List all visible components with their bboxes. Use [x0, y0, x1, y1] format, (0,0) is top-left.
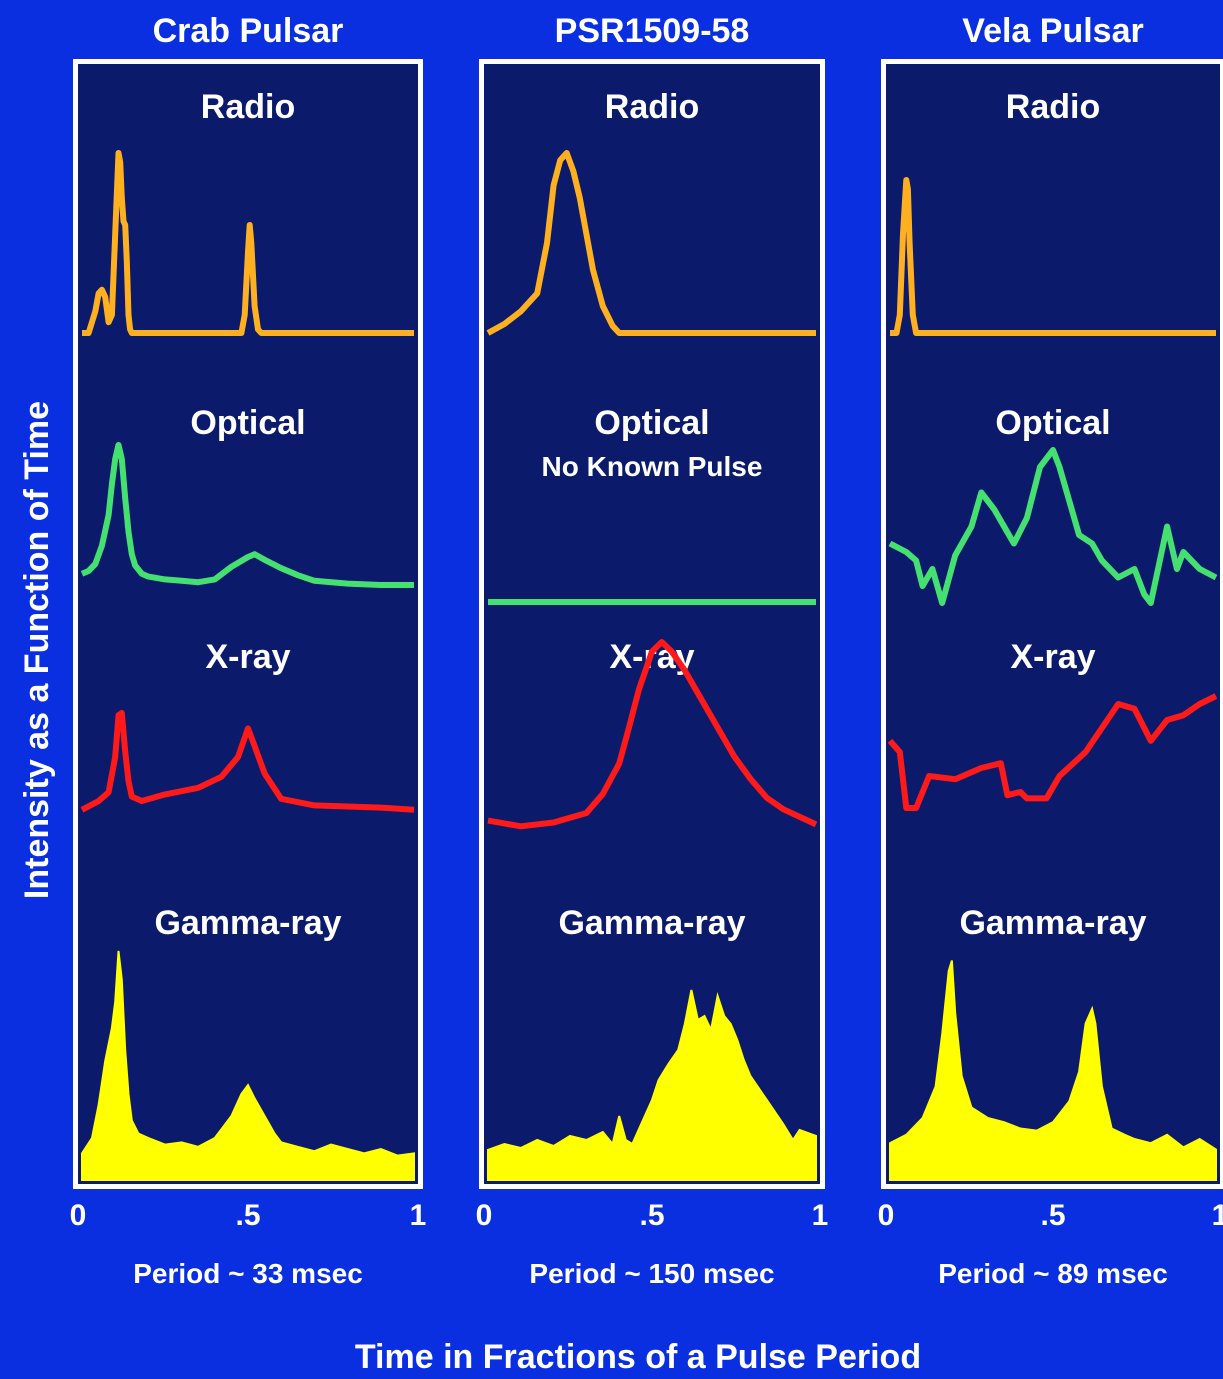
panel-title: Crab Pulsar [153, 12, 344, 50]
series-label-optical: Optical [594, 404, 709, 442]
curve-xray [487, 639, 818, 830]
series-xray: X-ray [887, 638, 1218, 811]
curve-gamma [889, 960, 1217, 1181]
y-axis-label: Intensity as a Function of Time [18, 401, 56, 899]
series-radio: Radio [486, 88, 816, 336]
panel-background [886, 64, 1220, 1184]
x-tick-label: 1 [410, 1199, 427, 1232]
series-gamma: Gamma-ray [81, 904, 415, 1181]
x-tick-label: 0 [70, 1199, 87, 1232]
series-label-gamma: Gamma-ray [558, 904, 745, 942]
series-label-xray: X-ray [1010, 638, 1095, 676]
series-label-radio: Radio [605, 88, 699, 126]
panel-background [484, 64, 820, 1184]
series-label-radio: Radio [1006, 88, 1100, 126]
series-optical: Optical [888, 404, 1218, 606]
curve-gamma [81, 950, 415, 1181]
curve-radio [890, 177, 1216, 336]
series-label-xray: X-ray [205, 638, 290, 676]
series-xray: X-ray [80, 638, 415, 813]
series-optical: Optical [80, 404, 414, 588]
x-tick-label: 1 [1212, 1199, 1223, 1232]
panel-psr1509-58: PSR1509-58 0 .5 1 Period ~ 150 msec Radio Opti… [476, 12, 829, 1289]
curve-radio [486, 150, 816, 336]
series-label-gamma: Gamma-ray [154, 904, 341, 942]
panel-title: PSR1509-58 [555, 12, 750, 50]
series-label-optical: Optical [190, 404, 305, 442]
x-tick-label: 0 [878, 1199, 895, 1232]
series-label-gamma: Gamma-ray [959, 904, 1146, 942]
period-label: Period ~ 150 msec [529, 1258, 774, 1289]
series-xray: X-ray [487, 638, 818, 830]
curve-optical [888, 447, 1218, 606]
series-gamma: Gamma-ray [487, 904, 817, 1181]
curve-optical [80, 442, 414, 588]
period-label: Period ~ 33 msec [133, 1258, 363, 1289]
panel-crab-pulsar: Crab Pulsar 0 .5 1 Period ~ 33 msec Radio Opti… [70, 12, 427, 1289]
no-pulse-note: No Known Pulse [542, 451, 763, 482]
x-axis-label: Time in Fractions of a Pulse Period [355, 1338, 921, 1376]
pulsar-panels: Crab Pulsar 0 .5 1 Period ~ 33 msec Radio Opti… [70, 12, 1223, 1289]
panel-title: Vela Pulsar [962, 12, 1143, 50]
period-label: Period ~ 89 msec [938, 1258, 1168, 1289]
panel-vela-pulsar: Vela Pulsar 0 .5 1 Period ~ 89 msec Radio Opti… [878, 12, 1223, 1289]
curve-xray [80, 710, 415, 813]
x-tick-label: 0 [476, 1199, 493, 1232]
x-tick-label: .5 [235, 1199, 260, 1232]
curve-radio [82, 150, 414, 336]
series-label-radio: Radio [201, 88, 295, 126]
series-label-optical: Optical [995, 404, 1110, 442]
series-optical: Optical No Known Pulse [488, 404, 816, 605]
x-tick-label: .5 [639, 1199, 664, 1232]
series-radio: Radio [82, 88, 414, 336]
series-radio: Radio [890, 88, 1216, 336]
series-gamma: Gamma-ray [889, 904, 1217, 1181]
curve-xray [887, 693, 1218, 811]
curve-gamma [487, 989, 817, 1181]
x-tick-label: .5 [1040, 1199, 1065, 1232]
x-tick-label: 1 [812, 1199, 829, 1232]
